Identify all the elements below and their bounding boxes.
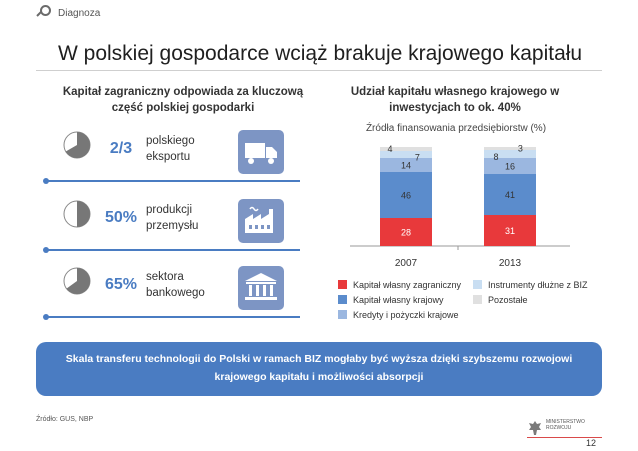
bank-icon — [238, 266, 284, 310]
x-tick-label: 2007 — [395, 258, 418, 269]
legend-swatch — [338, 310, 347, 319]
bar-segment — [380, 172, 432, 218]
page-number: 12 — [586, 438, 597, 448]
chart-legend-left: Kapitał własny zagraniczny Kapitał własn… — [338, 277, 461, 322]
footer-divider — [527, 437, 602, 438]
title-divider — [36, 70, 602, 71]
eagle-emblem-icon — [529, 421, 541, 435]
bar-value-label: 7 — [415, 153, 420, 163]
bar-segment — [484, 150, 536, 158]
section-header: Diagnoza — [36, 4, 100, 22]
pie-slice — [65, 132, 90, 158]
stat-row-banking: 65% sektora bankowego — [43, 266, 300, 326]
chart-subtitle: Źródła finansowania przedsiębiorstw (%) — [365, 123, 547, 134]
stat-line-1: sektora — [146, 271, 184, 283]
bar-segment — [380, 158, 432, 172]
legend-item: Instrumenty dłużne z BIZ — [473, 277, 588, 292]
ministry-logo-text: MINISTERSTWO ROZWOJU — [546, 419, 585, 431]
stat-value: 50% — [104, 209, 138, 226]
legend-item: Kredyty i pożyczki krajowe — [338, 307, 461, 322]
stat-value: 65% — [104, 276, 138, 293]
pie-slice — [77, 201, 90, 227]
bar-segment — [484, 215, 536, 246]
stat-description: polskiego eksportu — [146, 133, 226, 165]
chart-legend-right: Instrumenty dłużne z BIZ Pozostałe — [473, 277, 588, 307]
pie-icon — [63, 200, 91, 228]
left-panel-heading: Kapitał zagraniczny odpowiada za kluczow… — [62, 86, 304, 114]
bar-segment — [484, 158, 536, 174]
conclusion-banner: Skala transferu technologii do Polski w … — [36, 342, 602, 396]
legend-label: Kapitał własny zagraniczny — [353, 279, 462, 290]
pie-icon — [63, 267, 91, 295]
bar-value-label: 8 — [493, 152, 498, 162]
legend-swatch — [473, 280, 482, 289]
pie-icon — [63, 131, 91, 159]
bar-value-label: 28 — [401, 228, 411, 238]
section-label: Diagnoza — [58, 7, 101, 19]
search-icon — [36, 5, 52, 21]
legend-label: Kredyty i pożyczki krajowe — [353, 309, 459, 320]
stat-line-1: produkcji — [146, 204, 193, 216]
bar-segment — [484, 174, 536, 215]
legend-item: Kapitał własny krajowy — [338, 292, 461, 307]
pie-slice — [66, 268, 90, 294]
right-panel-heading: Udział kapitału własnego krajowego w inw… — [350, 86, 560, 114]
legend-swatch — [338, 280, 347, 289]
bar-segment — [484, 147, 536, 150]
stat-line-2: bankowego — [146, 287, 205, 299]
banner-line-1: Skala transferu technologii do Polski w … — [65, 353, 573, 365]
bar-value-label: 41 — [505, 190, 515, 200]
stat-value: 2/3 — [109, 140, 133, 157]
stat-line-2: eksportu — [146, 151, 191, 163]
legend-swatch — [473, 295, 482, 304]
bar-value-label: 14 — [401, 161, 411, 171]
truck-icon — [238, 130, 284, 174]
slide-title: W polskiej gospodarce wciąż brakuje kraj… — [58, 42, 583, 65]
source-note: Źródło: GUS, NBP — [36, 416, 94, 423]
ministry-line-1: MINISTERSTWO — [546, 419, 585, 425]
legend-swatch — [338, 295, 347, 304]
stat-line-2: przemysłu — [146, 220, 199, 232]
bar-value-label: 4 — [387, 144, 392, 154]
legend-item: Pozostałe — [473, 292, 588, 307]
legend-label: Instrumenty dłużne z BIZ — [488, 279, 588, 290]
bar-value-label: 16 — [505, 162, 515, 172]
bar-segment — [380, 147, 432, 151]
legend-item: Kapitał własny zagraniczny — [338, 277, 461, 292]
legend-label: Kapitał własny krajowy — [353, 294, 444, 305]
x-tick-label: 2013 — [499, 258, 522, 269]
factory-icon — [238, 199, 284, 243]
stat-row-industry: 50% produkcji przemysłu — [43, 199, 300, 259]
bar-value-label: 46 — [401, 191, 411, 201]
stacked-bar-chart: 28 46 14 7 4 2007 31 41 16 8 3 2013 — [350, 144, 570, 269]
stat-line-1: polskiego — [146, 135, 195, 147]
banner-line-2: krajowego kapitału i możliwości absorpcj… — [214, 371, 424, 383]
stat-row-export: 2/3 polskiego eksportu — [43, 130, 300, 190]
bar-value-label: 31 — [505, 226, 515, 236]
stat-description: produkcji przemysłu — [146, 202, 226, 234]
bar-segment — [380, 218, 432, 246]
ministry-line-2: ROZWOJU — [546, 425, 572, 431]
bar-value-label: 3 — [518, 144, 523, 154]
bar-segment — [380, 151, 432, 158]
legend-label: Pozostałe — [488, 294, 528, 305]
stat-description: sektora bankowego — [146, 269, 226, 301]
